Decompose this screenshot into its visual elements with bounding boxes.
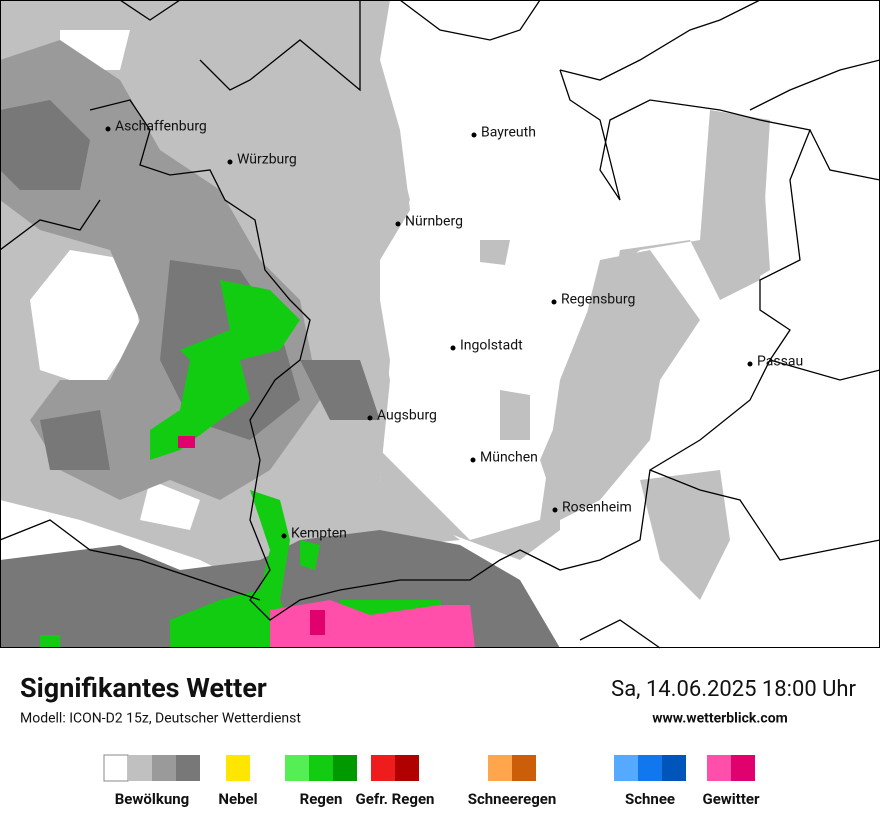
- legend-label: Regen: [300, 790, 343, 808]
- legend-swatch: [152, 755, 176, 781]
- city-label: Rosenheim: [562, 500, 632, 516]
- city-label: München: [480, 450, 538, 466]
- legend-label: Schnee: [625, 790, 675, 808]
- city-dot: [395, 221, 401, 227]
- legend-swatch: [309, 755, 333, 781]
- url: www.wetterblick.com: [652, 711, 788, 727]
- city-label: Aschaffenburg: [115, 119, 207, 135]
- legend-swatch: [662, 755, 686, 781]
- legend-label: Schneeregen: [468, 790, 557, 808]
- datetime: Sa, 14.06.2025 18:00 Uhr: [611, 677, 856, 702]
- city-dot: [281, 533, 287, 539]
- legend-label: Nebel: [218, 790, 257, 808]
- legend-label: Gewitter: [702, 790, 760, 808]
- city-label: Würzburg: [237, 152, 297, 168]
- city-label: Nürnberg: [405, 214, 463, 230]
- city-label: Ingolstadt: [460, 338, 523, 354]
- legend: Bewölkung Nebel Regen Gefr. Regen Schneerege…: [103, 754, 760, 808]
- legend-swatch: [333, 755, 357, 781]
- legend-swatch: [488, 755, 512, 781]
- legend-swatch: [707, 755, 731, 781]
- city-dot: [105, 126, 111, 132]
- legend-swatch: [176, 755, 200, 781]
- city-layer: Aschaffenburg Würzburg Bayreuth Nürnberg Reg…: [105, 119, 803, 542]
- city-dot: [551, 299, 557, 305]
- city-dot: [552, 507, 558, 513]
- legend-swatch: [614, 755, 638, 781]
- legend-swatch: [371, 755, 395, 781]
- city-dot: [747, 361, 753, 367]
- city-dot: [367, 415, 373, 421]
- legend-swatch: [285, 755, 309, 781]
- city-label: Augsburg: [377, 408, 437, 424]
- legend-swatch: [638, 755, 662, 781]
- city-dot: [227, 159, 233, 165]
- city-label: Passau: [757, 354, 803, 370]
- legend-swatch: [128, 755, 152, 781]
- legend-swatch: [512, 755, 536, 781]
- map: [0, 0, 880, 649]
- title: Signifikantes Wetter: [20, 672, 267, 704]
- city-label: Bayreuth: [481, 125, 536, 141]
- city-label: Regensburg: [561, 292, 635, 308]
- legend-label: Gefr. Regen: [356, 790, 435, 808]
- city-dot: [471, 132, 477, 138]
- legend-label: Bewölkung: [115, 790, 190, 808]
- legend-swatch: [731, 755, 755, 781]
- legend-swatch: [395, 755, 419, 781]
- legend-swatch: [103, 754, 129, 782]
- city-dot: [450, 345, 456, 351]
- legend-swatch: [226, 755, 250, 781]
- city-dot: [470, 457, 476, 463]
- city-label: Kempten: [291, 526, 347, 542]
- subtitle: Modell: ICON-D2 15z, Deutscher Wetterdie…: [20, 711, 301, 727]
